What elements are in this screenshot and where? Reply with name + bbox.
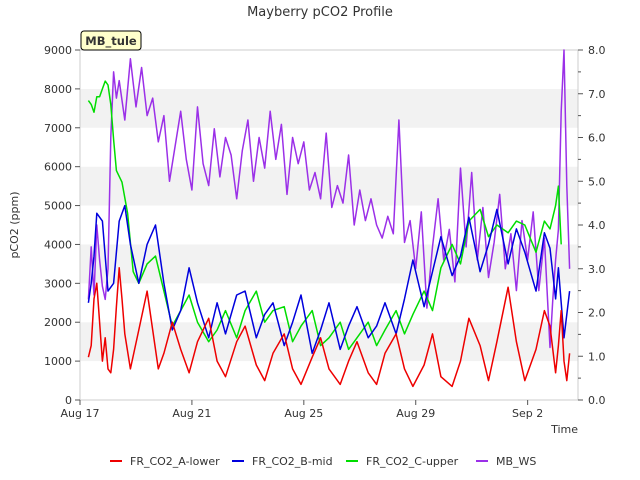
series-line-fr-co2-a-lower — [87, 267, 571, 388]
y-tick-label: 8000 — [44, 83, 72, 96]
site-label-box: MB_tule — [80, 30, 142, 51]
legend-item: FR_CO2_B-mid — [232, 455, 333, 468]
x-tick-label: Aug 17 — [61, 407, 100, 420]
legend-item: FR_CO2_C-upper — [346, 455, 459, 468]
legend-label: MB_WS — [496, 455, 536, 468]
x-tick-label: Aug 25 — [284, 407, 323, 420]
y2-tick-label: 8.0 — [588, 44, 606, 57]
y-tick-label: 1000 — [44, 355, 72, 368]
grid-band — [80, 50, 578, 89]
y-axis-label: pCO2 (ppm) — [8, 191, 21, 258]
series-line-fr-co2-b-mid — [87, 204, 571, 355]
y2-tick-label: 3.0 — [588, 263, 606, 276]
x-tick-label: Aug 21 — [172, 407, 211, 420]
y-tick-label: 2000 — [44, 316, 72, 329]
y2-tick-label: 6.0 — [588, 132, 606, 145]
y2-tick-label: 7.0 — [588, 88, 606, 101]
y-tick-label: 0 — [65, 394, 72, 407]
chart-title: Mayberry pCO2 Profile — [247, 5, 393, 20]
x-axis-label: Time — [550, 423, 578, 436]
y-tick-label: 7000 — [44, 122, 72, 135]
site-label: MB_tule — [85, 34, 137, 49]
legend-label: FR_CO2_A-lower — [130, 455, 220, 468]
grid-band — [80, 127, 578, 167]
y-tick-label: 5000 — [44, 200, 72, 213]
series-line-fr-co2-c-upper — [87, 80, 562, 351]
y2-tick-label: 1.0 — [588, 350, 606, 363]
x-tick-label: Sep 2 — [512, 407, 543, 420]
series-line-mb-ws — [87, 49, 571, 349]
y2-tick-label: 0.0 — [588, 394, 606, 407]
y-tick-label: 4000 — [44, 238, 72, 251]
legend-item: FR_CO2_A-lower — [110, 455, 220, 468]
legend-label: FR_CO2_C-upper — [366, 455, 459, 468]
series-layer — [87, 49, 571, 388]
y2-tick-label: 4.0 — [588, 219, 606, 232]
y-tick-label: 3000 — [44, 277, 72, 290]
y-tick-label: 6000 — [44, 161, 72, 174]
legend: FR_CO2_A-lower FR_CO2_B-mid FR_CO2_C-upper… — [110, 455, 536, 468]
y-tick-label: 9000 — [44, 44, 72, 57]
y2-tick-label: 5.0 — [588, 175, 606, 188]
y2-tick-label: 2.0 — [588, 307, 606, 320]
axes-layer: 0 1000 2000 3000 4000 5000 6000 7000 8000 9000 0.0… — [44, 44, 606, 420]
x-tick-label: Aug 29 — [396, 407, 435, 420]
site-label-background — [80, 30, 142, 51]
legend-label: FR_CO2_B-mid — [252, 455, 333, 468]
legend-item: MB_WS — [476, 455, 536, 468]
